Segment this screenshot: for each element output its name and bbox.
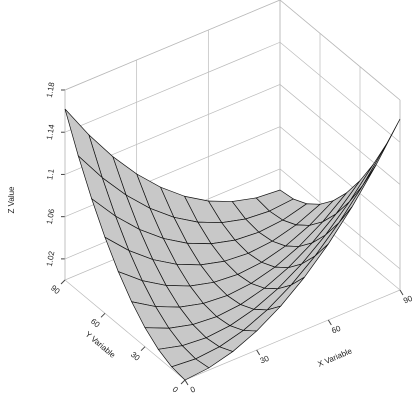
box-edge [184,289,401,381]
y-tick-label: 60 [89,317,102,330]
x-tick-label: 30 [259,354,271,366]
x-tick-label: 0 [189,384,197,394]
z-tick-label: 1.02 [45,250,57,267]
z-tick-label: 1.18 [45,81,57,98]
z-tick-label: 1.14 [45,123,57,140]
surface-cell [171,358,210,381]
x-axis-label: X Variable [316,346,353,369]
surface-cell [335,164,374,215]
x-tick [327,319,332,326]
x-tick-label: 90 [402,294,413,306]
y-tick [180,379,186,385]
y-tick-label: 90 [49,283,62,296]
y-tick-label: 30 [129,350,142,363]
x-tick [399,289,404,296]
y-tick [140,346,146,352]
y-tick [100,312,106,318]
z-tick-label: 1.06 [45,208,57,225]
y-tick-label: 0 [171,385,181,395]
grid-line [64,41,401,143]
z-axis-label: Z Value [7,186,16,214]
y-tick [60,279,66,285]
x-tick-label: 60 [330,324,342,336]
x-tick [256,349,261,356]
box-edge [64,279,186,381]
grid-line [64,0,401,101]
surface-cell [349,143,387,202]
y-axis-label: Y Variable [84,330,118,360]
z-tick-label: 1.1 [45,168,56,181]
x-tick [184,379,189,386]
